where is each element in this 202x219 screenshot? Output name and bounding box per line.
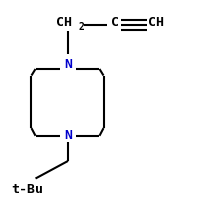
Text: N: N	[64, 58, 72, 71]
Text: N: N	[64, 129, 72, 142]
Text: C: C	[110, 16, 118, 30]
Text: CH: CH	[147, 16, 163, 30]
Text: CH: CH	[56, 16, 72, 30]
Text: t-Bu: t-Bu	[11, 183, 43, 196]
Text: 2: 2	[78, 22, 84, 32]
